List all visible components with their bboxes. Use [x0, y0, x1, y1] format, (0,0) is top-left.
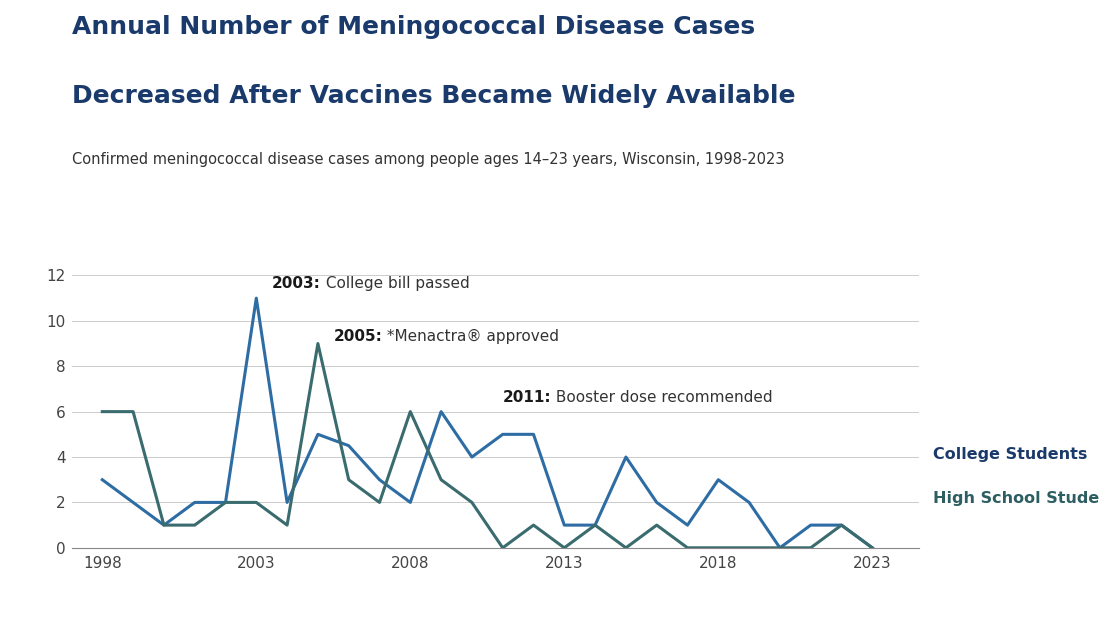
Text: 2005:: 2005: — [333, 329, 382, 344]
Text: *Menactra® approved: *Menactra® approved — [382, 329, 559, 344]
Text: 2003:: 2003: — [272, 276, 320, 292]
Text: Annual Number of Meningococcal Disease Cases: Annual Number of Meningococcal Disease C… — [72, 15, 755, 40]
Text: Decreased After Vaccines Became Widely Available: Decreased After Vaccines Became Widely A… — [72, 84, 795, 108]
Text: Confirmed meningococcal disease cases among people ages 14–23 years, Wisconsin, : Confirmed meningococcal disease cases am… — [72, 152, 784, 167]
Text: College bill passed: College bill passed — [320, 276, 470, 292]
Text: 2011:: 2011: — [503, 390, 551, 405]
Text: College Students: College Students — [933, 448, 1087, 462]
Text: High School Students: High School Students — [933, 491, 1100, 506]
Text: Booster dose recommended: Booster dose recommended — [551, 390, 773, 405]
